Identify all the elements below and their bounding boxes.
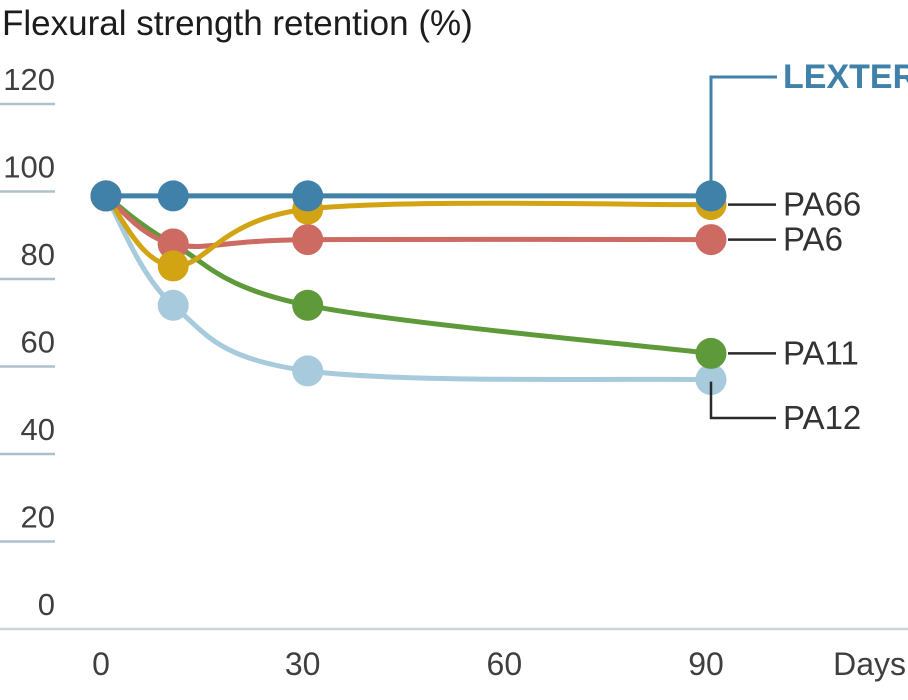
series-marker-PA66-day10 <box>157 250 189 282</box>
y-tick-label-60: 60 <box>21 325 55 360</box>
x-tick-label-60: 60 <box>487 646 523 682</box>
series-label-PA66: PA66 <box>783 186 861 223</box>
series-label-PA6: PA6 <box>783 221 843 258</box>
series-marker-LEXTER-day0 <box>90 180 122 212</box>
callout-line-PA12 <box>709 381 776 420</box>
series-line-PA11 <box>103 193 714 356</box>
y-tick-label-0: 0 <box>38 587 55 622</box>
y-tick-label-120: 120 <box>3 62 55 97</box>
x-tick-label-30: 30 <box>285 646 321 682</box>
series-marker-PA11-day30 <box>292 289 324 321</box>
series-marker-PA11-day90 <box>695 337 727 369</box>
series-marker-LEXTER-day30 <box>292 180 324 212</box>
series-line-PA66 <box>103 193 714 269</box>
series-marker-LEXTER-day10 <box>157 180 189 212</box>
series-label-PA12: PA12 <box>783 399 861 436</box>
series-marker-PA6-day30 <box>292 224 324 256</box>
x-tick-label-90: 90 <box>688 646 724 682</box>
series-label-PA11: PA11 <box>783 334 859 371</box>
y-tick-label-40: 40 <box>21 412 55 447</box>
y-tick-label-20: 20 <box>21 500 55 535</box>
x-axis-unit-label: Days <box>833 646 906 682</box>
x-tick-label-0: 0 <box>92 646 110 682</box>
y-tick-label-80: 80 <box>21 237 55 272</box>
callout-line-LEXTER <box>709 75 777 190</box>
series-line-PA12 <box>103 193 714 383</box>
series-marker-PA12-day10 <box>157 289 189 321</box>
series-marker-LEXTER-day90 <box>695 180 727 212</box>
series-marker-PA6-day10 <box>157 228 189 260</box>
y-tick-label-100: 100 <box>3 150 55 185</box>
series-label-LEXTER: LEXTER <box>783 58 908 96</box>
chart-title: Flexural strength retention (%) <box>2 4 473 43</box>
series-marker-PA12-day30 <box>292 355 324 387</box>
series-marker-PA12-day90 <box>695 364 727 396</box>
series-marker-PA6-day90 <box>695 224 727 256</box>
